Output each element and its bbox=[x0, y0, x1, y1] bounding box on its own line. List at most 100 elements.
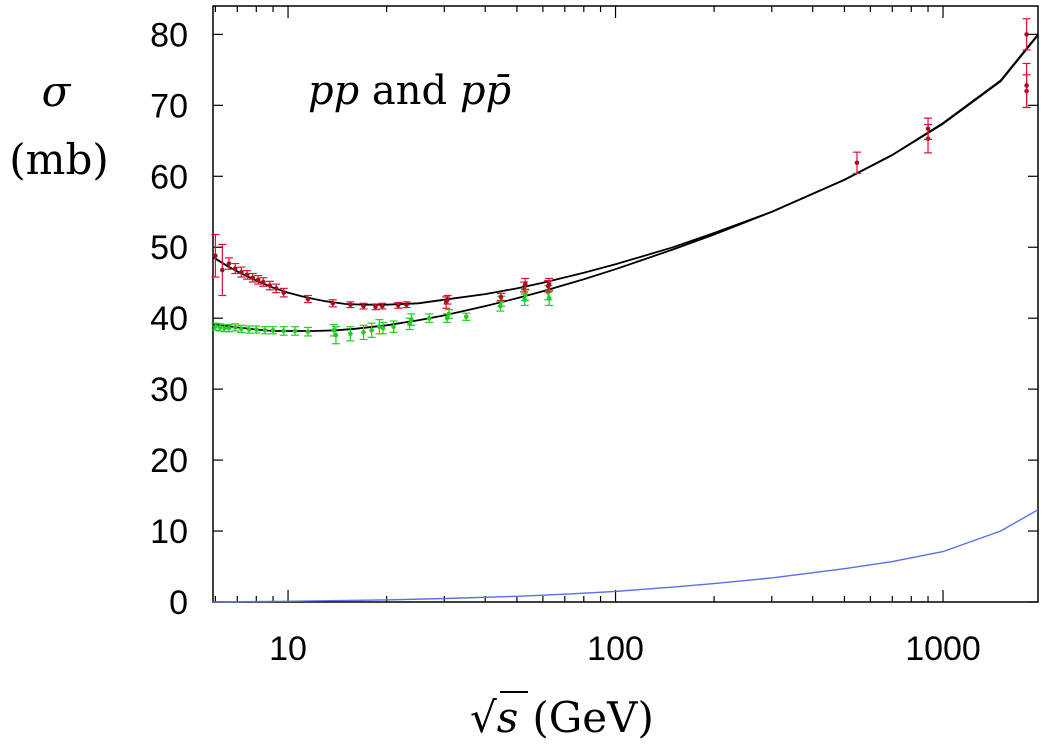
x-tick-label: 10 bbox=[269, 630, 307, 668]
pp-data-point bbox=[379, 321, 388, 335]
x-axis-sqrt-symbol: √ bbox=[470, 693, 497, 742]
pp-data-point bbox=[231, 323, 240, 332]
ppbar-data-point bbox=[521, 277, 530, 291]
x-axis: 10 100 1000 bbox=[214, 6, 981, 668]
pp-marker bbox=[391, 324, 396, 330]
ppbar-data-point bbox=[402, 301, 411, 309]
y-tick-label: 20 bbox=[150, 442, 188, 480]
pp-marker bbox=[333, 332, 339, 338]
y-tick-label: 0 bbox=[169, 584, 188, 622]
ppbar-marker bbox=[330, 300, 336, 306]
y-tick-label: 10 bbox=[150, 513, 188, 551]
ppbar-marker bbox=[445, 297, 450, 303]
pp-marker bbox=[292, 328, 298, 334]
pp-marker bbox=[232, 325, 238, 330]
pp-marker bbox=[361, 330, 366, 335]
ppbar-data-point bbox=[545, 277, 554, 291]
pp-data-point bbox=[462, 312, 471, 321]
pp-marker bbox=[522, 292, 528, 298]
ppbar-data-point bbox=[394, 301, 403, 309]
ppbar-data-point bbox=[371, 303, 380, 311]
pp-marker bbox=[463, 314, 469, 320]
pp-data-point bbox=[425, 313, 434, 324]
ppbar-marker bbox=[379, 303, 385, 309]
ppbar-data-point bbox=[265, 280, 274, 291]
ppbar-data-point bbox=[211, 233, 220, 278]
pp-marker bbox=[427, 315, 432, 321]
y-tick-label: 70 bbox=[150, 87, 188, 125]
pp-marker bbox=[546, 296, 552, 301]
ppbar-marker bbox=[1024, 83, 1029, 88]
ppbar-data-point bbox=[924, 117, 933, 140]
pp-data-point bbox=[211, 322, 220, 331]
ppbar-marker bbox=[281, 290, 287, 295]
ppbar-marker bbox=[404, 302, 409, 308]
pp-data-point bbox=[252, 325, 261, 334]
annotation-p: p bbox=[460, 68, 486, 114]
pp-marker bbox=[380, 325, 386, 331]
data-points bbox=[211, 18, 1031, 345]
ppbar-data-point bbox=[272, 283, 281, 294]
ppbar-marker bbox=[226, 261, 232, 266]
pp-data-point bbox=[279, 326, 288, 336]
ppbar-data-point bbox=[218, 243, 227, 297]
ppbar-data-point bbox=[303, 294, 312, 304]
ppbar-data-point bbox=[243, 270, 252, 280]
pp-data-point bbox=[545, 290, 554, 307]
plot-annotation: pp and pp̄ bbox=[308, 68, 511, 114]
pp-marker bbox=[217, 325, 223, 330]
pp-marker bbox=[348, 331, 353, 337]
pp-marker bbox=[331, 327, 337, 333]
ppbar-marker bbox=[546, 281, 552, 287]
ppbar-data-point bbox=[231, 262, 240, 275]
pp-data-point bbox=[303, 326, 312, 337]
y-axis-symbol: σ bbox=[42, 67, 72, 116]
pp-marker bbox=[369, 327, 374, 333]
ppbar-marker bbox=[260, 279, 266, 285]
pp-marker bbox=[281, 328, 287, 334]
ppbar-data-point bbox=[359, 302, 368, 310]
ppbar-marker bbox=[373, 304, 378, 310]
ppbar-marker bbox=[361, 303, 366, 309]
ppbar-data-point bbox=[328, 299, 337, 308]
plot-frame bbox=[212, 5, 1039, 603]
y-tick-label: 40 bbox=[150, 300, 188, 338]
ppbar-data-point bbox=[237, 266, 246, 278]
ppbar-marker bbox=[267, 283, 273, 288]
pp-marker bbox=[226, 325, 232, 331]
ppbar-data-point bbox=[248, 272, 257, 283]
pp-data-point bbox=[245, 325, 254, 334]
ppbar-marker bbox=[255, 277, 261, 283]
x-tick-label: 100 bbox=[587, 630, 644, 668]
pp-marker bbox=[270, 327, 276, 333]
pp-marker bbox=[305, 329, 311, 334]
ppbar-data-point bbox=[443, 294, 452, 305]
x-axis-variable: s bbox=[497, 693, 519, 742]
pp-data-point bbox=[444, 309, 453, 319]
pp-data-point bbox=[216, 323, 225, 332]
x-axis-unit: (GeV) bbox=[532, 693, 654, 742]
ppbar-marker bbox=[239, 269, 244, 275]
ppbar-data-point bbox=[224, 257, 233, 270]
y-axis-unit: (mb) bbox=[9, 135, 108, 184]
x-axis-label: √s (GeV) bbox=[470, 693, 654, 742]
pp-marker bbox=[446, 311, 452, 317]
pp-marker bbox=[262, 327, 268, 333]
pp-marker bbox=[213, 324, 218, 330]
ppbar-marker bbox=[854, 160, 860, 166]
pp-marker bbox=[239, 326, 244, 332]
y-axis: 0 10 20 30 40 50 60 70 80 bbox=[150, 16, 1038, 622]
ppbar-marker bbox=[522, 281, 528, 287]
pp-data-point bbox=[331, 326, 340, 345]
ppbar-data-point bbox=[497, 292, 506, 302]
ppbar-data-point bbox=[852, 151, 861, 175]
ppbar-data-point bbox=[346, 301, 355, 309]
y-tick-label: 80 bbox=[150, 16, 188, 54]
pp-data-point bbox=[290, 326, 299, 336]
pp-data-point bbox=[389, 320, 398, 333]
ppbar-data-point bbox=[378, 302, 387, 310]
pp-marker bbox=[222, 325, 227, 331]
annotation-pbar: p̄ bbox=[485, 68, 511, 114]
